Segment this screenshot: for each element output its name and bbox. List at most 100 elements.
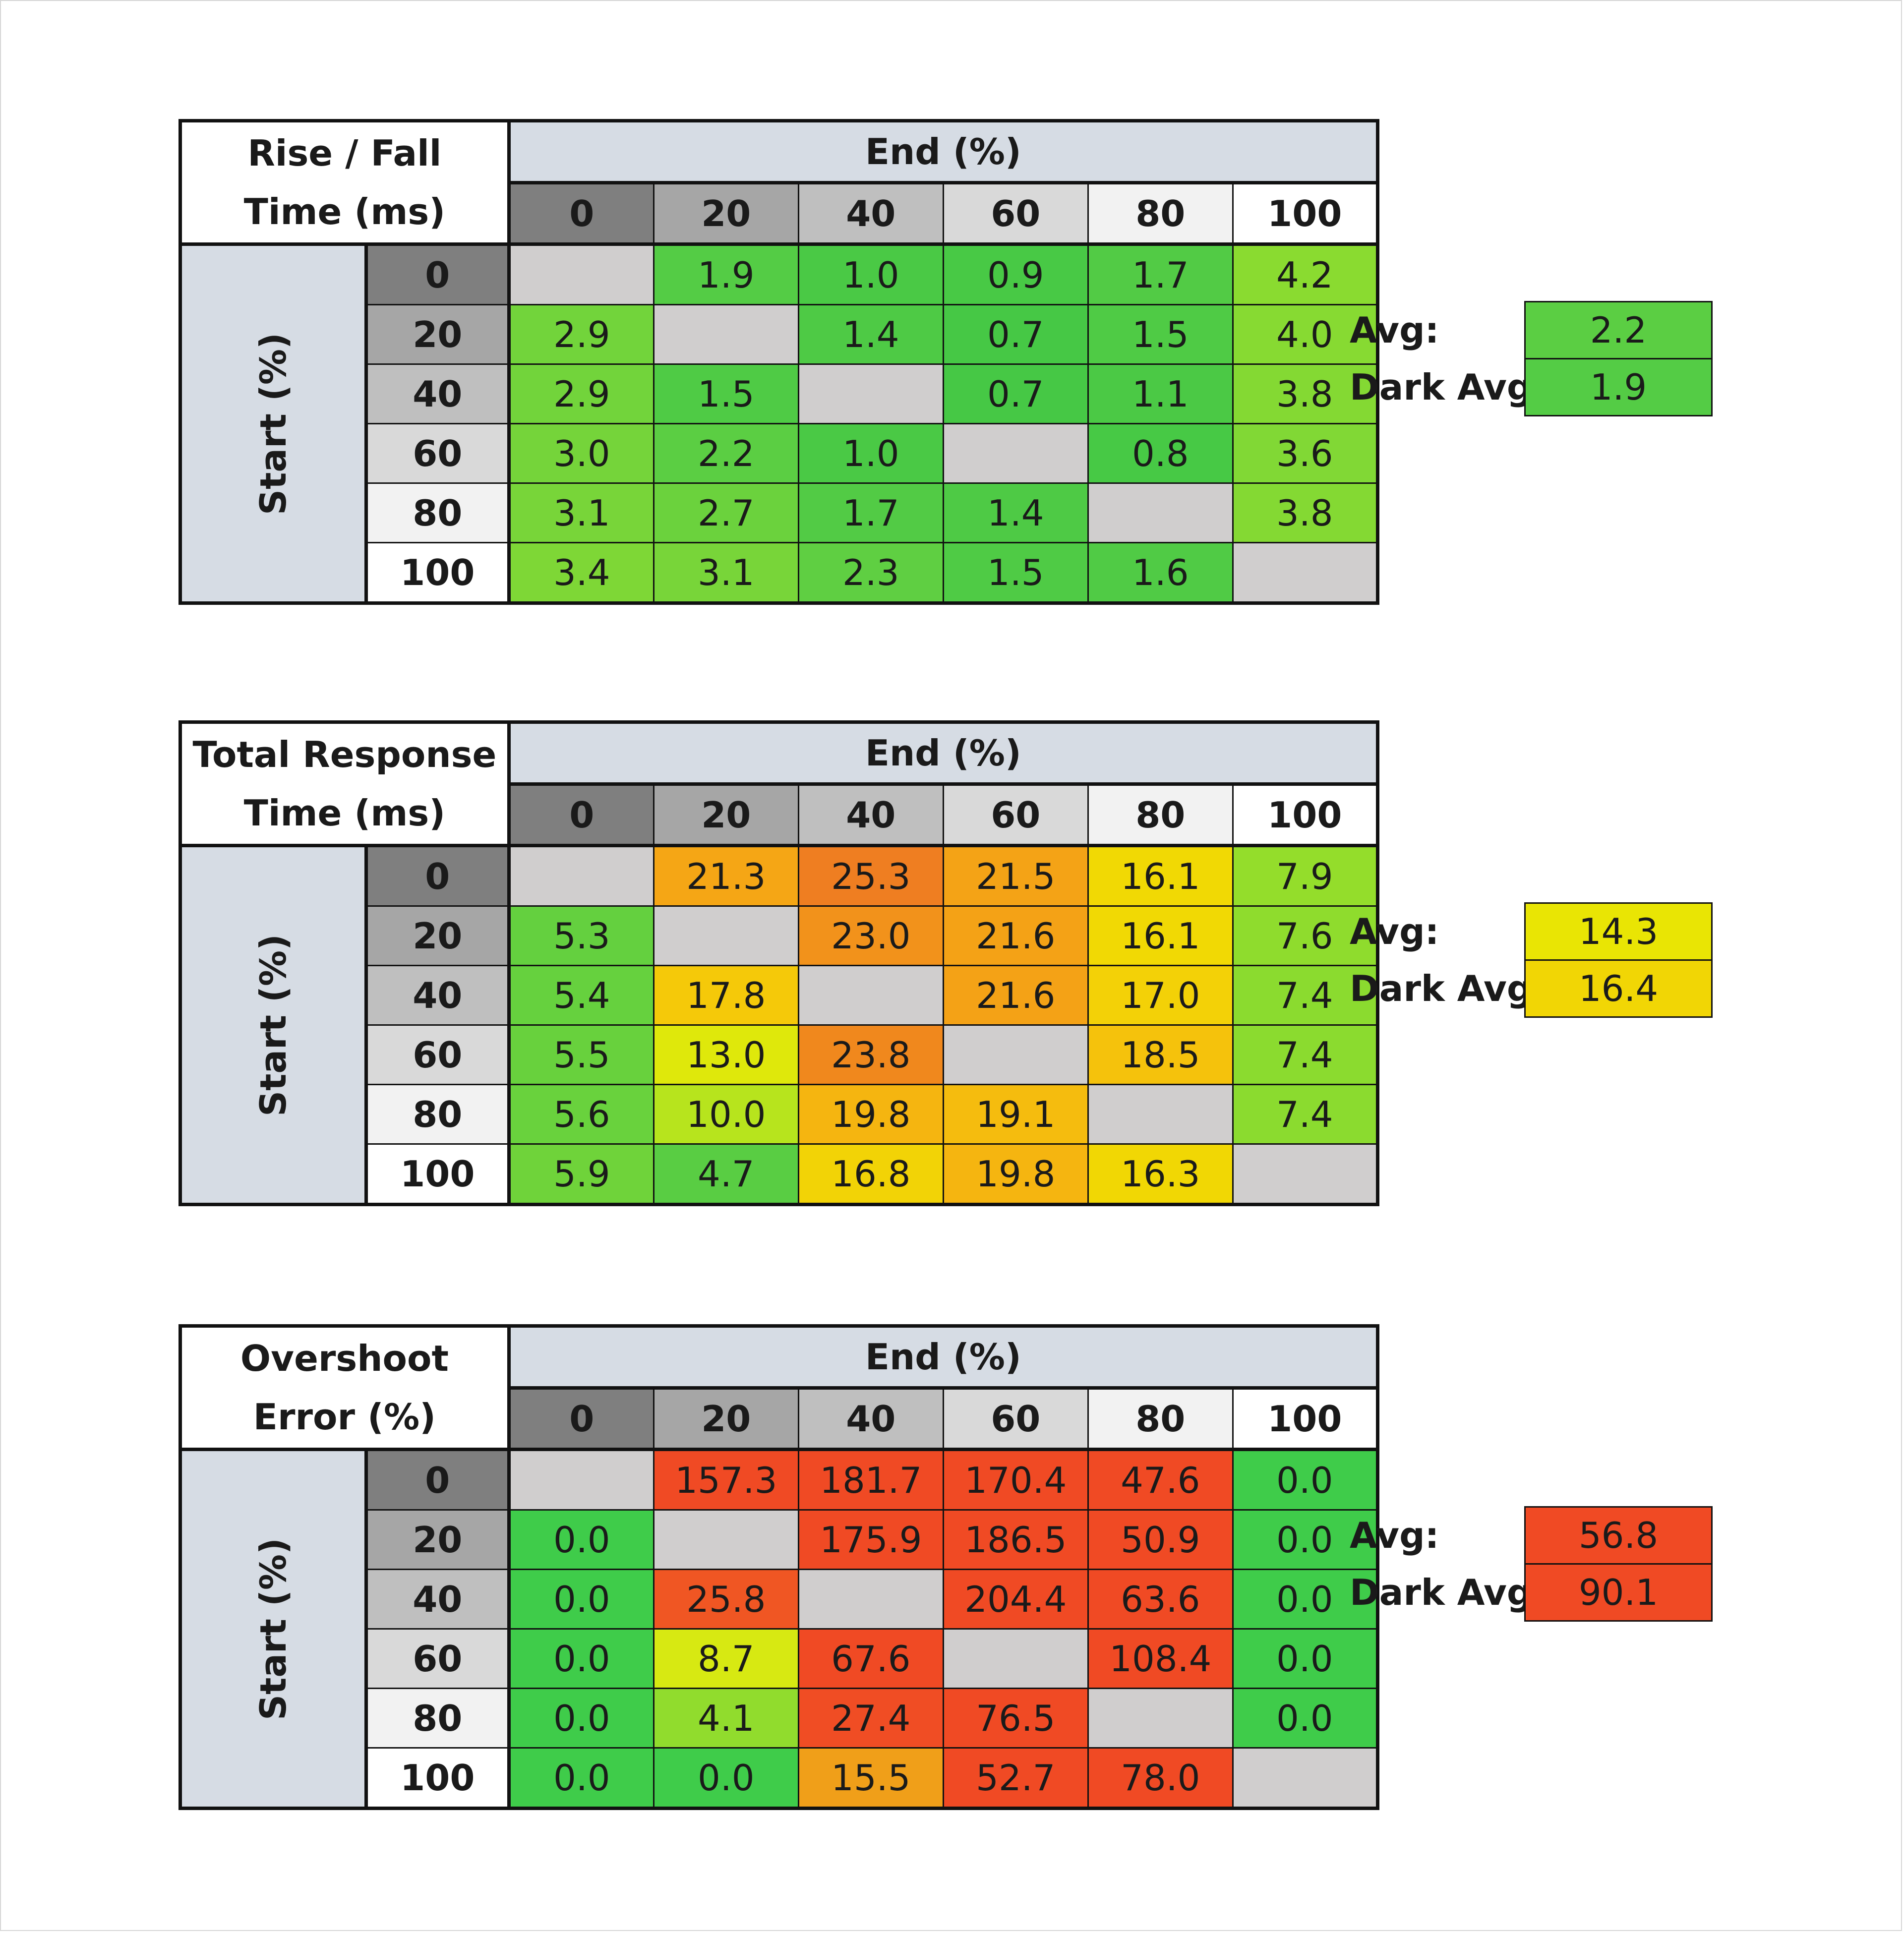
table-title-line: Rise / Fall: [247, 132, 442, 174]
value-cell: 47.6: [1087, 1449, 1234, 1511]
start-level-header: 40: [365, 363, 511, 424]
avg-value: 14.3: [1524, 902, 1713, 961]
value-cell: 15.5: [797, 1747, 944, 1809]
value-cell: 181.7: [797, 1449, 944, 1511]
end-level-header: 0: [508, 1387, 654, 1451]
start-level-header: 20: [365, 905, 511, 966]
start-axis-header: Start (%): [179, 1449, 368, 1809]
value-cell: 63.6: [1087, 1569, 1234, 1630]
end-axis-header: End (%): [508, 1325, 1378, 1390]
diagonal-empty-cell: [653, 905, 799, 966]
value-cell: 1.0: [797, 423, 944, 484]
value-cell: 19.8: [942, 1143, 1089, 1205]
diagonal-empty-cell: [1232, 1747, 1378, 1809]
value-cell: 8.7: [653, 1628, 799, 1689]
value-cell: 17.8: [653, 965, 799, 1026]
end-axis-header: End (%): [508, 120, 1378, 184]
value-cell: 108.4: [1087, 1628, 1234, 1689]
value-cell: 1.5: [942, 542, 1089, 604]
diagonal-empty-cell: [508, 1449, 654, 1511]
value-cell: 0.0: [1232, 1509, 1378, 1570]
value-cell: 4.7: [653, 1143, 799, 1205]
table-title: Total Response Time (ms): [179, 721, 511, 847]
start-axis-header: Start (%): [179, 845, 368, 1205]
value-cell: 25.3: [797, 845, 944, 907]
value-cell: 0.0: [508, 1569, 654, 1630]
value-cell: 21.6: [942, 905, 1089, 966]
start-level-header: 100: [365, 1747, 511, 1809]
start-level-header: 20: [365, 304, 511, 365]
avg-value: 2.2: [1524, 301, 1713, 359]
start-level-header: 20: [365, 1509, 511, 1570]
avg-label: Avg:: [1350, 309, 1439, 351]
value-cell: 0.0: [508, 1628, 654, 1689]
end-level-header: 20: [653, 182, 799, 246]
diagonal-empty-cell: [508, 845, 654, 907]
value-cell: 21.3: [653, 845, 799, 907]
value-cell: 0.7: [942, 304, 1089, 365]
value-cell: 0.0: [1232, 1569, 1378, 1630]
value-cell: 16.8: [797, 1143, 944, 1205]
diagonal-empty-cell: [1232, 542, 1378, 604]
diagonal-empty-cell: [1087, 482, 1234, 543]
value-cell: 3.1: [508, 482, 654, 543]
end-level-header: 20: [653, 1387, 799, 1451]
start-level-header: 80: [365, 1688, 511, 1749]
value-cell: 25.8: [653, 1569, 799, 1630]
value-cell: 23.0: [797, 905, 944, 966]
value-cell: 1.6: [1087, 542, 1234, 604]
value-cell: 27.4: [797, 1688, 944, 1749]
response-table: Total Response Time (ms) End (%) 0 20 40 60 80 1…: [178, 720, 1379, 1206]
dark-avg-value: 16.4: [1524, 959, 1713, 1018]
value-cell: 157.3: [653, 1449, 799, 1511]
start-axis-header: Start (%): [179, 243, 368, 604]
value-cell: 7.4: [1232, 965, 1378, 1026]
value-cell: 19.1: [942, 1084, 1089, 1145]
value-cell: 5.4: [508, 965, 654, 1026]
value-cell: 4.0: [1232, 304, 1378, 365]
start-axis-label: Start (%): [252, 1537, 294, 1720]
dark-avg-label: Dark Avg:: [1350, 1572, 1547, 1613]
value-cell: 1.5: [1087, 304, 1234, 365]
value-cell: 16.1: [1087, 905, 1234, 966]
diagonal-empty-cell: [653, 304, 799, 365]
value-cell: 3.1: [653, 542, 799, 604]
avg-value: 56.8: [1524, 1506, 1713, 1565]
response-table: Overshoot Error (%) End (%) 0 20 40 60 80 100 Sta…: [178, 1324, 1379, 1810]
value-cell: 78.0: [1087, 1747, 1234, 1809]
diagonal-empty-cell: [797, 363, 944, 424]
value-cell: 0.0: [508, 1747, 654, 1809]
diagonal-empty-cell: [508, 243, 654, 305]
value-cell: 0.9: [942, 243, 1089, 305]
table-title-line: Total Response: [192, 734, 497, 775]
end-level-header: 80: [1087, 182, 1234, 246]
value-cell: 2.9: [508, 304, 654, 365]
end-level-header: 40: [797, 783, 944, 847]
value-cell: 1.7: [1087, 243, 1234, 305]
value-cell: 0.0: [508, 1688, 654, 1749]
end-level-header: 0: [508, 182, 654, 246]
response-table: Rise / Fall Time (ms) End (%) 0 20 40 60 80 100 S…: [178, 119, 1379, 605]
value-cell: 76.5: [942, 1688, 1089, 1749]
end-level-header: 80: [1087, 783, 1234, 847]
table-title-line: Error (%): [253, 1396, 436, 1438]
diagonal-empty-cell: [1232, 1143, 1378, 1205]
value-cell: 0.0: [653, 1747, 799, 1809]
value-cell: 18.5: [1087, 1024, 1234, 1085]
value-cell: 5.9: [508, 1143, 654, 1205]
value-cell: 0.0: [1232, 1688, 1378, 1749]
dark-avg-label: Dark Avg:: [1350, 366, 1547, 408]
start-level-header: 60: [365, 1628, 511, 1689]
value-cell: 7.4: [1232, 1024, 1378, 1085]
diagonal-empty-cell: [797, 965, 944, 1026]
diagonal-empty-cell: [1087, 1688, 1234, 1749]
value-cell: 16.1: [1087, 845, 1234, 907]
value-cell: 2.2: [653, 423, 799, 484]
value-cell: 170.4: [942, 1449, 1089, 1511]
start-level-header: 0: [365, 243, 511, 305]
start-axis-label: Start (%): [252, 332, 294, 515]
overshoot-panel: Overshoot Error (%) End (%) 0 20 40 60 80 100 Sta…: [178, 1324, 1713, 1810]
end-level-header: 20: [653, 783, 799, 847]
avg-row: Avg: 14.3: [1350, 902, 1717, 961]
